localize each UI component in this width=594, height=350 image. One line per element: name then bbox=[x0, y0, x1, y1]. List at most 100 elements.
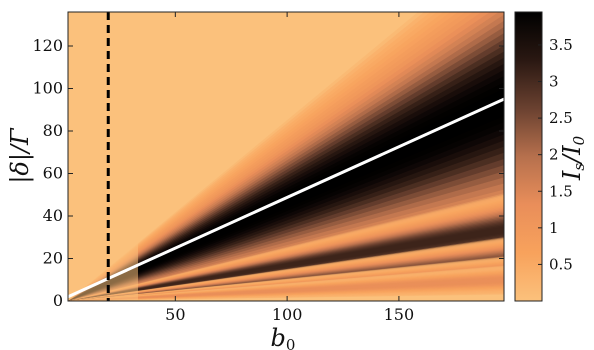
heatmap-band-1 bbox=[68, 201, 504, 301]
heatmap-band-3 bbox=[68, 260, 504, 301]
heatmap-band-4 bbox=[68, 271, 504, 301]
threshold-line bbox=[68, 97, 504, 299]
heatmap-band-0 bbox=[68, 45, 504, 301]
y-tick-label: 20 bbox=[43, 249, 63, 268]
heatmap-band-4 bbox=[68, 277, 504, 301]
heatmap-band-2 bbox=[68, 255, 504, 301]
heatmap-band-1 bbox=[68, 208, 504, 301]
heatmap-band-1 bbox=[68, 205, 504, 301]
heatmap-band-3 bbox=[68, 261, 504, 301]
heatmap-band-3 bbox=[68, 264, 504, 301]
heatmap-band-4 bbox=[68, 272, 504, 301]
x-axis-label: b0 bbox=[271, 324, 296, 350]
colorbar-tick-label: 2 bbox=[549, 146, 559, 164]
heatmap-band-4 bbox=[68, 272, 504, 301]
heatmap-band-1 bbox=[68, 204, 504, 301]
heatmap-band-0 bbox=[68, 33, 504, 301]
heatmap-band-4 bbox=[68, 269, 504, 301]
heatmap-band-2 bbox=[68, 251, 504, 301]
overlay-layer bbox=[68, 12, 504, 301]
heatmap-band-0 bbox=[68, 76, 504, 301]
heatmap-band-4 bbox=[68, 276, 504, 301]
heatmap-band-4 bbox=[68, 273, 504, 301]
y-tick-label: 120 bbox=[32, 36, 63, 55]
y-tick-label: 40 bbox=[43, 206, 63, 225]
y-tick-label: 0 bbox=[53, 291, 63, 310]
colorbar-tick-label: 1.5 bbox=[549, 182, 573, 200]
heatmap-band-3 bbox=[68, 265, 504, 301]
heatmap-band-0 bbox=[68, 63, 504, 301]
colorbar-tick-label: 3.5 bbox=[549, 36, 573, 54]
heatmap-band-3 bbox=[68, 262, 504, 301]
heatmap-band-1 bbox=[68, 195, 504, 301]
heatmap-band-4 bbox=[68, 278, 504, 301]
heatmap-band-2 bbox=[68, 239, 504, 301]
heatmap-band-3 bbox=[68, 263, 504, 301]
heatmap-band-1 bbox=[68, 222, 504, 301]
colorbar-tick-label: 2.5 bbox=[549, 109, 573, 127]
heatmap-band-1 bbox=[68, 226, 504, 301]
heatmap-band-1 bbox=[68, 197, 504, 301]
heatmap-band-0 bbox=[68, 12, 504, 301]
heatmap-band-2 bbox=[68, 253, 504, 301]
heatmap-band-4 bbox=[68, 278, 504, 301]
heatmap-band-1 bbox=[68, 207, 504, 301]
x-tick-label: 100 bbox=[272, 305, 303, 324]
heatmap-layer bbox=[68, 12, 504, 301]
heatmap-band-2 bbox=[68, 249, 504, 301]
heatmap-band-4 bbox=[68, 277, 504, 301]
heatmap-band-2 bbox=[68, 246, 504, 301]
heatmap-band-1 bbox=[68, 223, 504, 301]
heatmap-band-1 bbox=[68, 218, 504, 301]
colorbar-tick-label: 1 bbox=[549, 219, 559, 237]
heatmap-band-0 bbox=[68, 57, 504, 301]
heatmap-band-4 bbox=[68, 273, 504, 301]
heatmap-band-1 bbox=[68, 216, 504, 301]
heatmap-band-2 bbox=[68, 245, 504, 301]
heatmap-band-1 bbox=[68, 214, 504, 301]
y-tick-label: 60 bbox=[43, 164, 63, 183]
heatmap-band-2 bbox=[68, 240, 504, 301]
heatmap-band-3 bbox=[68, 263, 504, 301]
heatmap-band-1 bbox=[68, 219, 504, 301]
heatmap-band-0 bbox=[68, 20, 504, 301]
colorbar-tick-label: 0.5 bbox=[549, 255, 573, 273]
heatmap-band-3 bbox=[68, 265, 504, 301]
heatmap-band-1 bbox=[68, 194, 504, 301]
heatmap-band-2 bbox=[68, 256, 504, 301]
heatmap-band-0 bbox=[68, 69, 504, 301]
heatmap-band-2 bbox=[68, 252, 504, 301]
heatmap-band-2 bbox=[68, 254, 504, 301]
y-tick-label: 100 bbox=[32, 79, 63, 98]
heatmap-band-0 bbox=[68, 51, 504, 301]
heatmap-band-4 bbox=[68, 274, 504, 301]
heatmap-band-4 bbox=[68, 275, 504, 301]
heatmap-band-1 bbox=[68, 200, 504, 301]
colorbar-ticks: 0.5 1 1.5 2 2.5 3 3.5 bbox=[538, 36, 573, 273]
heatmap-band-2 bbox=[68, 241, 504, 301]
heatmap-band-4 bbox=[68, 274, 504, 301]
heatmap-band-3 bbox=[68, 260, 504, 301]
heatmap-band-2 bbox=[68, 243, 504, 301]
heatmap-band-3 bbox=[68, 261, 504, 301]
x-tick-label: 150 bbox=[384, 305, 415, 324]
x-axis-ticks: 50 100 150 bbox=[165, 12, 414, 324]
heatmap-band-1 bbox=[68, 202, 504, 301]
plot-area bbox=[67, 11, 505, 302]
heatmap-band-2 bbox=[68, 244, 504, 301]
heatmap-band-1 bbox=[68, 209, 504, 301]
colorbar: 0.5 1 1.5 2 2.5 3 3.5 Is/I0 bbox=[514, 11, 588, 302]
heatmap-band-2 bbox=[68, 248, 504, 301]
y-axis-label: |δ|/Γ bbox=[6, 127, 35, 184]
heatmap-band-2 bbox=[68, 238, 504, 301]
heatmap-band-1 bbox=[68, 212, 504, 301]
colorbar-tick-label: 3 bbox=[549, 73, 559, 91]
heatmap-band-0 bbox=[68, 14, 504, 301]
heatmap-band-2 bbox=[68, 242, 504, 301]
heatmap-band-1 bbox=[68, 198, 504, 301]
heatmap-band-1 bbox=[68, 215, 504, 301]
y-tick-label: 80 bbox=[43, 121, 63, 140]
heatmap-band-2 bbox=[68, 248, 504, 301]
heatmap-band-3 bbox=[68, 258, 504, 301]
